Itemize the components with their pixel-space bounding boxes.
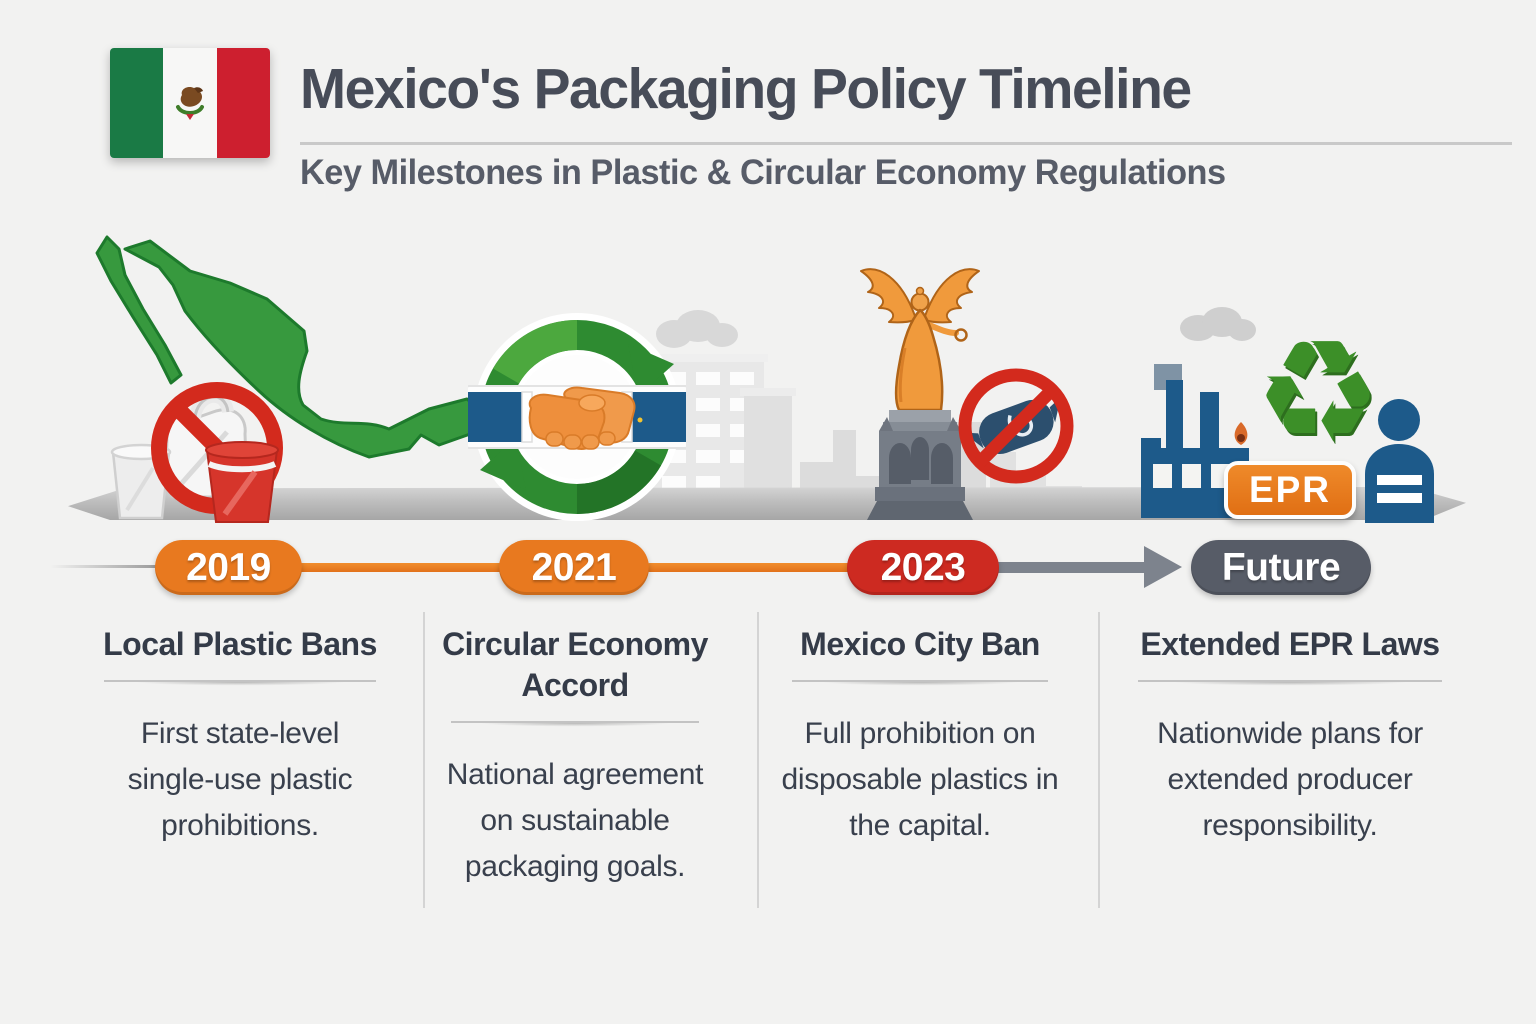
column-divider <box>1098 612 1100 908</box>
recycle-symbol-icon: ♻ <box>1254 310 1382 475</box>
milestone-title-rule <box>1138 679 1442 687</box>
milestone-column-future: Extended EPR Laws Nationwide plans for e… <box>1100 624 1480 849</box>
milestone-column-2021: Circular Economy Accord National agreeme… <box>420 624 730 890</box>
milestone-title-rule <box>451 720 699 728</box>
flag-eagle-emblem <box>175 86 204 120</box>
milestone-title: Local Plastic Bans <box>103 626 377 662</box>
milestone-title-rule <box>792 679 1048 687</box>
left-sleeve <box>468 392 522 442</box>
right-sleeve <box>632 392 686 442</box>
statue-pedestal <box>867 410 973 520</box>
timeline-arrow-icon <box>1144 546 1182 588</box>
producer-person-icon <box>1365 399 1434 523</box>
flame-icon <box>1234 422 1248 445</box>
plastic-bag-ban-sign-icon <box>958 368 1074 484</box>
title-divider <box>300 142 1512 145</box>
milestone-title: Mexico City Ban <box>800 626 1040 662</box>
milestone-pill-future: Future <box>1191 540 1371 595</box>
milestone-column-2023: Mexico City Ban Full prohibition on disp… <box>760 624 1080 849</box>
milestone-pill-2021: 2021 <box>499 540 649 595</box>
mexico-map-icon <box>95 235 483 459</box>
flag-white-stripe <box>163 48 217 158</box>
milestone-title: Extended EPR Laws <box>1140 626 1440 662</box>
milestone-pill-2019: 2019 <box>155 540 302 595</box>
handshake-recycle-loop-icon <box>468 313 686 521</box>
clasped-hands <box>528 386 636 450</box>
page-title: Mexico's Packaging Policy Timeline <box>300 57 1192 121</box>
milestone-title-rule <box>104 679 376 687</box>
column-divider <box>423 612 425 908</box>
milestone-description: Full prohibition on disposable plastics … <box>781 716 1059 842</box>
red-cup-icon <box>205 441 279 523</box>
timeline-connector-2019-2021 <box>296 563 504 572</box>
page-subtitle: Key Milestones in Plastic & Circular Eco… <box>300 153 1226 192</box>
timeline-start-line <box>50 565 156 568</box>
milestone-description: Nationwide plans for extended producer r… <box>1157 716 1423 842</box>
timeline-connector-2021-2023 <box>645 563 853 572</box>
timeline-arrow-shaft <box>996 562 1148 573</box>
milestone-pill-2023: 2023 <box>847 540 999 595</box>
milestone-description: National agreement on sustainable packag… <box>446 757 704 883</box>
epr-badge-icon: EPR <box>1224 461 1356 519</box>
flag-green-stripe <box>110 48 164 158</box>
angel-of-independence-icon <box>860 268 980 520</box>
flag-red-stripe <box>216 48 270 158</box>
mexico-flag-icon <box>110 48 270 158</box>
milestone-title: Circular Economy Accord <box>442 626 708 703</box>
column-divider <box>757 612 759 908</box>
milestone-column-2019: Local Plastic Bans First state-level sin… <box>70 624 410 849</box>
milestone-description: First state-level single-use plastic pro… <box>127 716 353 842</box>
plastic-ban-sign-icon <box>110 382 283 523</box>
